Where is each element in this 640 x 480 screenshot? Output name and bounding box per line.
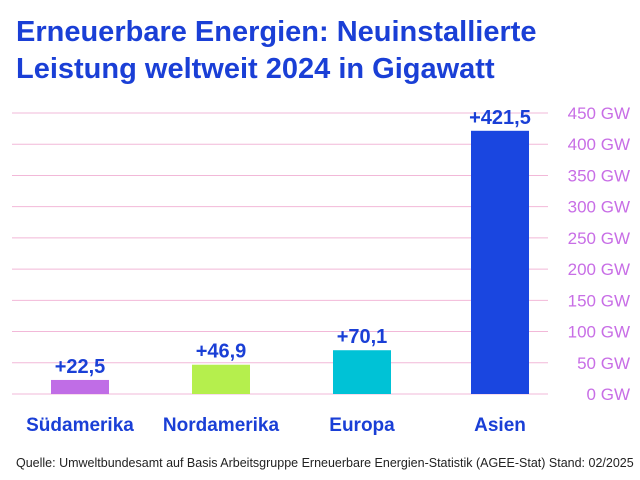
value-label: +70,1 [337,326,388,348]
category-label: Europa [329,415,395,436]
category-label: Nordamerika [163,415,280,436]
category-label: Asien [474,415,526,436]
source-note: Quelle: Umweltbundesamt auf Basis Arbeit… [16,456,634,470]
value-label: +421,5 [469,107,531,129]
y-tick-label: 100 GW [568,323,630,342]
category-label: Südamerika [26,415,134,436]
y-tick-label: 400 GW [568,135,630,154]
y-tick-label: 50 GW [577,354,630,373]
bar [471,130,529,394]
y-tick-label: 0 GW [587,385,630,404]
gridlines [12,112,548,395]
bar [333,350,391,394]
y-tick-label: 250 GW [568,229,630,248]
chart-title: Erneuerbare Energien: Neuinstallierte Le… [16,16,537,85]
y-tick-label: 350 GW [568,166,630,185]
y-tick-label: 150 GW [568,291,630,310]
y-tick-label: 200 GW [568,260,630,279]
value-label: +22,5 [55,356,106,378]
y-tick-label: 300 GW [568,198,630,217]
bar [192,364,250,394]
y-tick-label: 450 GW [568,104,630,123]
x-axis-categories: Südamerika Nordamerika Europa Asien [26,415,526,436]
bars [51,130,529,394]
bar [51,379,109,394]
value-label: +46,9 [196,341,247,363]
y-axis-ticks: 0 GW 50 GW 100 GW 150 GW 200 GW 250 GW 300 GW 3… [568,104,630,404]
value-labels: +22,5 +46,9 +70,1 +421,5 [55,107,531,378]
